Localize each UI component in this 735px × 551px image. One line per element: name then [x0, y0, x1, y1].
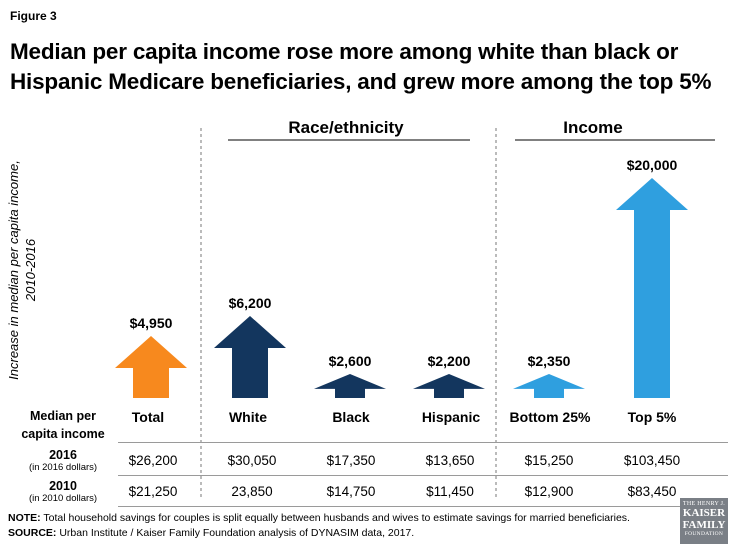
group-label-income: Income	[563, 118, 623, 137]
chart-title: Median per capita income rose more among…	[10, 39, 712, 94]
table-rule	[118, 506, 728, 507]
table-cell: $83,450	[627, 484, 677, 499]
category-label-black: Black	[332, 409, 370, 425]
category-label-total: Total	[131, 409, 165, 425]
table-cell: $12,900	[524, 484, 574, 499]
data-label-5: $20,000	[627, 157, 678, 173]
group-label-race: Race/ethnicity	[288, 118, 404, 137]
logo-line4: FOUNDATION	[684, 531, 724, 537]
arrow-mark-3	[413, 374, 485, 398]
data-label-3: $2,200	[428, 353, 471, 369]
row-year: 2016	[49, 448, 77, 462]
arrow-mark-5	[616, 178, 688, 398]
data-label-1: $6,200	[229, 295, 272, 311]
arrow-mark-4	[513, 374, 585, 398]
table-header-line1: Median per	[30, 409, 96, 423]
arrow-mark-1	[214, 316, 286, 398]
category-label-top5: Top 5%	[627, 409, 677, 425]
arrow-mark-2	[314, 374, 386, 398]
table-header: Median per capita income	[8, 409, 118, 441]
table-cell: $11,450	[426, 484, 474, 499]
note: NOTE: Total household savings for couple…	[8, 512, 630, 524]
logo-line3: FAMILY	[682, 519, 726, 531]
table-cell: $17,350	[326, 453, 376, 468]
table-cell: 23,850	[231, 484, 273, 499]
data-label-4: $2,350	[528, 353, 571, 369]
table-cell: $21,250	[128, 484, 178, 499]
table-cell: $30,050	[227, 453, 277, 468]
table-row-2010-head: 2010 (in 2010 dollars)	[8, 479, 118, 504]
note-label: NOTE:	[8, 512, 41, 524]
category-label-hispanic: Hispanic	[421, 409, 481, 425]
table-rule	[118, 442, 728, 443]
logo-line1: THE HENRY J.	[682, 501, 726, 507]
data-label-0: $4,950	[130, 315, 173, 331]
row-year: 2010	[49, 479, 77, 493]
row-note: (in 2016 dollars)	[28, 462, 98, 473]
note-text: Total household savings for couples is s…	[40, 512, 630, 524]
figure-label: Figure 3	[10, 9, 57, 23]
table-cell: $14,750	[326, 484, 376, 499]
source: SOURCE: Urban Institute / Kaiser Family …	[8, 527, 414, 539]
logo-line2: KAISER	[682, 507, 726, 519]
source-label: SOURCE:	[8, 527, 57, 539]
table-cell: $13,650	[425, 453, 475, 468]
table-rule	[118, 475, 728, 476]
table-cell: $26,200	[128, 453, 178, 468]
data-label-2: $2,600	[329, 353, 372, 369]
source-text: Urban Institute / Kaiser Family Foundati…	[56, 527, 415, 539]
category-label-white: White	[228, 409, 268, 425]
table-row-2016-head: 2016 (in 2016 dollars)	[8, 448, 118, 473]
category-label-bottom25: Bottom 25%	[509, 409, 591, 425]
kff-logo: THE HENRY J. KAISER FAMILY FOUNDATION	[680, 498, 728, 544]
row-note: (in 2010 dollars)	[28, 493, 98, 504]
table-cell: $103,450	[623, 453, 681, 468]
arrow-mark-0	[115, 336, 187, 398]
table-cell: $15,250	[524, 453, 574, 468]
table-header-line2: capita income	[21, 427, 105, 441]
